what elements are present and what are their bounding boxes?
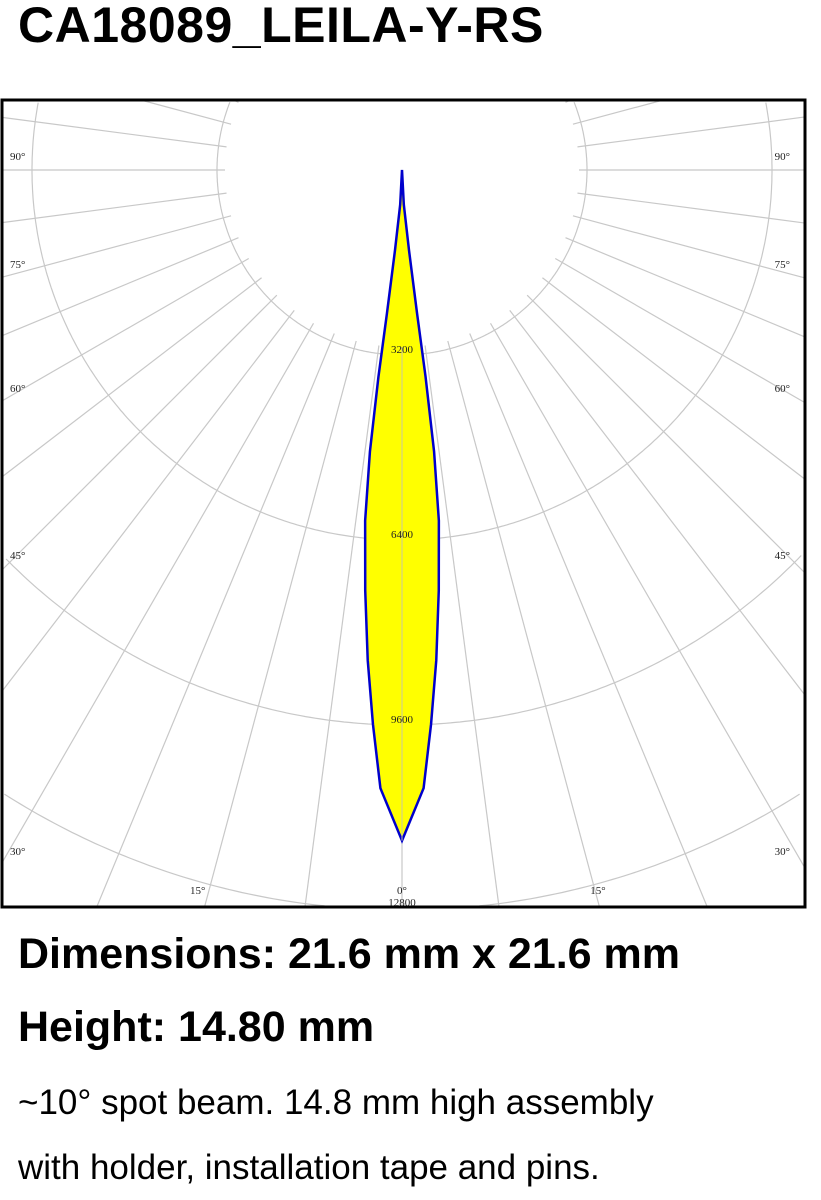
grid-radial-line — [509, 310, 805, 695]
angle-label-right: 75° — [775, 259, 790, 271]
grid-radial-line — [2, 215, 232, 278]
grid-radial-line — [447, 340, 600, 907]
grid-radial-line — [565, 237, 805, 338]
dimensions-text: Dimensions: 21.6 mm x 21.6 mm — [18, 930, 681, 978]
angle-label-right: 30° — [775, 846, 790, 858]
radial-tick-label: 9600 — [391, 714, 414, 726]
grid-radial-line — [424, 345, 500, 907]
grid-radial-line — [144, 100, 232, 125]
angle-label-right: 90° — [775, 151, 790, 163]
angle-label-left: 75° — [10, 259, 25, 271]
grid-radial-line — [204, 340, 357, 907]
grid-radial-line — [304, 345, 380, 907]
angle-label-left: 45° — [10, 550, 25, 562]
grid-radial-line — [2, 310, 295, 691]
polar-light-distribution-chart: 3200640096001280090°75°60°45°30°15°90°75… — [0, 98, 807, 909]
grid-radial-line — [2, 322, 315, 862]
product-title: CA18089_LEILA-Y-RS — [18, 0, 544, 53]
grid-radial-line — [489, 322, 805, 867]
angle-label-bottom: 15° — [590, 885, 605, 897]
grid-ring-6400 — [31, 102, 773, 541]
radial-tick-label: 6400 — [391, 529, 414, 541]
angle-label-right: 60° — [775, 383, 790, 395]
grid-radial-line — [526, 294, 805, 573]
angle-label-left: 90° — [10, 151, 25, 163]
grid-radial-line — [554, 257, 805, 403]
grid-ring-9600 — [5, 555, 802, 726]
grid-radial-line — [572, 215, 805, 279]
grid-radial-line — [542, 277, 805, 479]
angle-label-bottom: 0° — [397, 885, 407, 897]
grid-radial-line — [577, 192, 805, 224]
height-text: Height: 14.80 mm — [18, 1003, 375, 1051]
grid-radial-line — [469, 333, 708, 907]
grid-radial-line — [577, 116, 805, 148]
grid-radial-line — [2, 116, 227, 148]
grid-ring-12800 — [4, 793, 800, 907]
angle-label-left: 15° — [190, 885, 205, 897]
description-line-1: ~10° spot beam. 14.8 mm high assembly — [18, 1083, 654, 1122]
grid-radial-line — [2, 294, 278, 570]
grid-ring-3200 — [216, 101, 588, 356]
grid-radial-line — [2, 237, 239, 336]
angle-label-left: 60° — [10, 383, 25, 395]
angle-label-left: 30° — [10, 846, 25, 858]
angle-label-right: 45° — [775, 550, 790, 562]
description-line-2: with holder, installation tape and pins. — [18, 1148, 600, 1187]
chart-frame — [0, 98, 807, 909]
grid-radial-line — [2, 277, 262, 477]
grid-radial-line — [2, 192, 227, 224]
grid-radial-line — [96, 333, 335, 907]
radial-tick-label: 3200 — [391, 344, 414, 356]
grid-radial-line — [2, 257, 250, 401]
grid-radial-line — [572, 100, 660, 125]
